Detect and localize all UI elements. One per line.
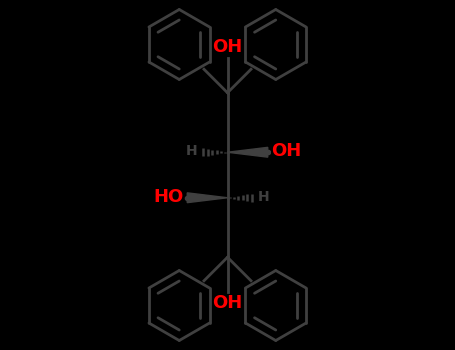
Text: OH: OH <box>212 38 243 56</box>
Text: H: H <box>186 144 197 158</box>
Text: HO: HO <box>153 188 184 206</box>
Text: H: H <box>258 190 269 204</box>
Polygon shape <box>228 147 268 157</box>
Polygon shape <box>187 193 228 203</box>
Text: OH: OH <box>271 142 302 160</box>
Text: OH: OH <box>212 294 243 312</box>
